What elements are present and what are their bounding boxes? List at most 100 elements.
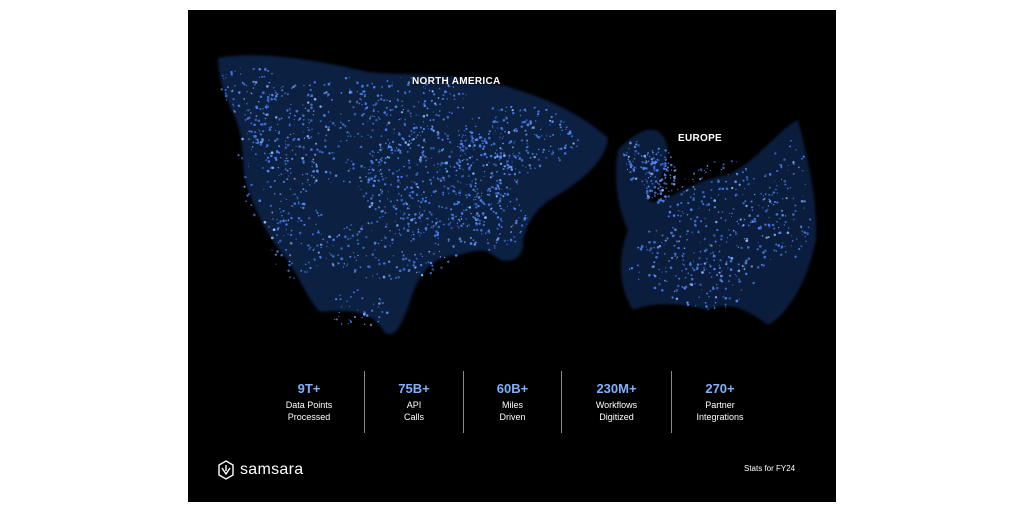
activity-point	[387, 191, 389, 193]
activity-point	[666, 280, 668, 282]
activity-point	[310, 148, 313, 151]
activity-point	[660, 154, 662, 157]
activity-point	[637, 246, 640, 249]
activity-point	[252, 213, 256, 217]
activity-point	[281, 89, 284, 92]
activity-point	[389, 244, 392, 247]
activity-point	[246, 90, 248, 93]
activity-point	[647, 177, 650, 179]
activity-point	[348, 180, 351, 184]
activity-point	[717, 179, 719, 181]
activity-point	[640, 155, 643, 157]
activity-point	[717, 194, 720, 196]
activity-point	[695, 267, 699, 271]
activity-point	[646, 189, 649, 193]
activity-point	[459, 154, 462, 157]
activity-point	[381, 157, 383, 159]
activity-point	[720, 168, 723, 171]
activity-point	[317, 229, 320, 232]
activity-point	[424, 141, 426, 143]
activity-point	[230, 73, 233, 76]
activity-point	[369, 117, 371, 120]
activity-point	[450, 150, 453, 153]
activity-point	[458, 134, 460, 136]
activity-point	[385, 311, 389, 315]
activity-point	[654, 162, 657, 165]
activity-point	[636, 264, 639, 267]
activity-point	[653, 273, 656, 276]
activity-point	[509, 165, 512, 169]
activity-point	[735, 188, 737, 191]
activity-point	[395, 224, 399, 227]
activity-point	[671, 234, 675, 238]
activity-point	[266, 169, 270, 173]
stat-workflows: 230M+ Workflows Digitized	[562, 370, 671, 434]
activity-point	[254, 80, 258, 84]
activity-point	[343, 262, 346, 265]
activity-point	[469, 242, 473, 245]
activity-point	[252, 87, 254, 89]
activity-point	[317, 132, 320, 135]
activity-point	[266, 96, 270, 99]
activity-point	[374, 249, 376, 251]
activity-point	[690, 283, 694, 287]
activity-point	[460, 189, 462, 191]
stats-row: 9T+ Data Points Processed 75B+ API Calls…	[254, 370, 768, 434]
activity-point	[416, 271, 418, 274]
activity-point	[644, 156, 647, 159]
activity-point	[456, 222, 459, 224]
north-america-label: NORTH AMERICA	[412, 76, 501, 87]
activity-point	[767, 236, 770, 239]
activity-point	[709, 265, 712, 268]
activity-point	[737, 223, 740, 225]
activity-point	[264, 117, 267, 120]
activity-point	[354, 316, 356, 318]
activity-point	[275, 129, 277, 131]
brand-logo[interactable]: samsara	[218, 460, 303, 480]
activity-point	[372, 303, 375, 305]
activity-point	[402, 268, 406, 271]
activity-point	[316, 148, 319, 151]
activity-point	[696, 263, 700, 266]
activity-point	[266, 156, 270, 160]
activity-point	[399, 210, 401, 212]
activity-point	[372, 122, 375, 125]
activity-point	[499, 204, 502, 208]
activity-point	[300, 242, 302, 245]
activity-point	[634, 149, 638, 153]
activity-point	[266, 85, 269, 88]
activity-point	[643, 184, 645, 186]
activity-point	[343, 180, 345, 182]
activity-point	[499, 182, 502, 185]
activity-point	[380, 148, 382, 151]
activity-point	[724, 198, 727, 200]
activity-point	[241, 81, 244, 85]
activity-point	[443, 256, 446, 259]
activity-point	[781, 197, 784, 200]
activity-point	[674, 228, 677, 232]
activity-point	[665, 187, 668, 190]
activity-point	[514, 140, 516, 142]
activity-point	[479, 136, 481, 138]
activity-point	[459, 160, 462, 164]
activity-point	[464, 241, 466, 243]
activity-point	[399, 217, 402, 220]
activity-point	[461, 174, 464, 178]
activity-point	[355, 101, 359, 104]
activity-point	[459, 146, 462, 149]
activity-point	[498, 109, 500, 111]
activity-point	[272, 228, 276, 232]
activity-point	[231, 89, 234, 92]
activity-point	[647, 160, 650, 163]
activity-point	[659, 189, 662, 193]
activity-point	[439, 103, 441, 105]
activity-point	[334, 298, 338, 301]
activity-point	[445, 161, 448, 164]
activity-point	[496, 238, 499, 242]
activity-point	[668, 260, 670, 262]
activity-point	[651, 190, 654, 192]
activity-point	[396, 199, 399, 202]
activity-point	[280, 254, 283, 257]
activity-point	[766, 208, 769, 211]
activity-point	[474, 196, 476, 199]
